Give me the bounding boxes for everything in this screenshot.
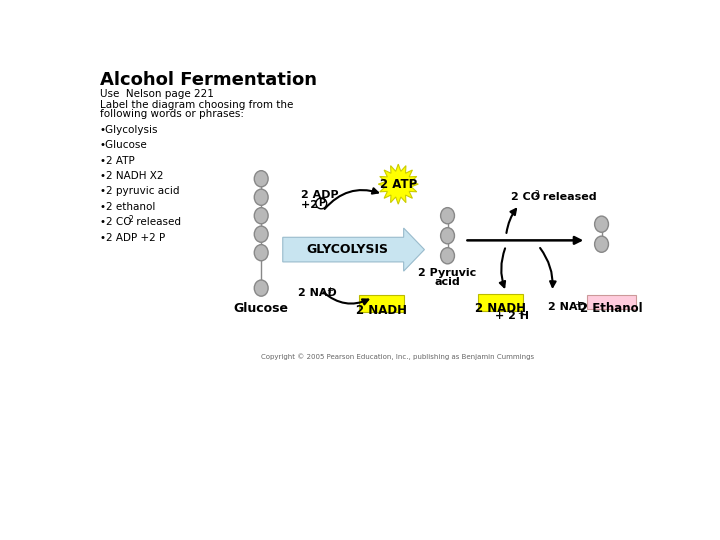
Text: +: + [574, 300, 581, 309]
FancyBboxPatch shape [588, 295, 636, 309]
FancyArrowPatch shape [540, 248, 556, 287]
Text: •2 CO: •2 CO [99, 217, 131, 227]
Text: 2 ATP: 2 ATP [379, 178, 417, 191]
Text: +: + [326, 286, 333, 295]
Text: •2 ethanol: •2 ethanol [99, 202, 155, 212]
FancyArrowPatch shape [325, 188, 378, 209]
Text: 2 NADH: 2 NADH [475, 302, 526, 315]
Text: + 2 H: + 2 H [495, 311, 528, 321]
Text: Glucose: Glucose [234, 302, 289, 315]
Ellipse shape [441, 248, 454, 264]
Text: 2 CO: 2 CO [511, 192, 541, 202]
Text: following words or phrases:: following words or phrases: [99, 110, 243, 119]
Text: 2 NAD: 2 NAD [548, 302, 586, 312]
Text: 2 NADH: 2 NADH [356, 303, 407, 316]
Text: •2 NADH X2: •2 NADH X2 [99, 171, 163, 181]
Text: +: + [518, 309, 524, 318]
Text: Alcohol Fermentation: Alcohol Fermentation [99, 71, 317, 89]
Text: •Glycolysis: •Glycolysis [99, 125, 158, 135]
Text: GLYCOLYSIS: GLYCOLYSIS [306, 243, 388, 256]
Polygon shape [378, 164, 418, 204]
Text: acid: acid [435, 276, 460, 287]
Text: 2 Ethanol: 2 Ethanol [580, 302, 643, 315]
FancyArrowPatch shape [323, 292, 368, 305]
Ellipse shape [595, 216, 608, 232]
Polygon shape [283, 228, 425, 271]
Text: 2 Pyruvic: 2 Pyruvic [418, 268, 477, 278]
Text: +2: +2 [301, 200, 322, 210]
Text: P: P [318, 198, 325, 208]
Text: released: released [539, 192, 597, 202]
FancyBboxPatch shape [478, 294, 523, 311]
Ellipse shape [254, 280, 268, 296]
Ellipse shape [254, 189, 268, 205]
Ellipse shape [254, 208, 268, 224]
Text: •2 ATP: •2 ATP [99, 156, 134, 166]
Ellipse shape [254, 226, 268, 242]
Text: released: released [133, 217, 181, 227]
Text: •2 ADP +2 P: •2 ADP +2 P [99, 233, 165, 242]
Text: 2: 2 [129, 215, 133, 224]
Text: •2 pyruvic acid: •2 pyruvic acid [99, 186, 179, 197]
FancyArrowPatch shape [506, 209, 516, 233]
Text: 2: 2 [534, 190, 539, 199]
Text: Copyright © 2005 Pearson Education, Inc., publishing as Benjamin Cummings: Copyright © 2005 Pearson Education, Inc.… [261, 354, 534, 360]
Circle shape [316, 198, 327, 209]
Ellipse shape [441, 228, 454, 244]
FancyArrowPatch shape [500, 248, 505, 287]
Text: 2 ADP: 2 ADP [301, 190, 339, 200]
Ellipse shape [254, 245, 268, 261]
Text: Label the diagram choosing from the: Label the diagram choosing from the [99, 100, 293, 110]
Ellipse shape [441, 208, 454, 224]
Text: •Glucose: •Glucose [99, 140, 148, 150]
Text: 2 NAD: 2 NAD [298, 288, 337, 298]
FancyBboxPatch shape [359, 295, 404, 312]
Text: Use  Nelson page 221: Use Nelson page 221 [99, 90, 213, 99]
Ellipse shape [595, 236, 608, 252]
Ellipse shape [254, 171, 268, 187]
